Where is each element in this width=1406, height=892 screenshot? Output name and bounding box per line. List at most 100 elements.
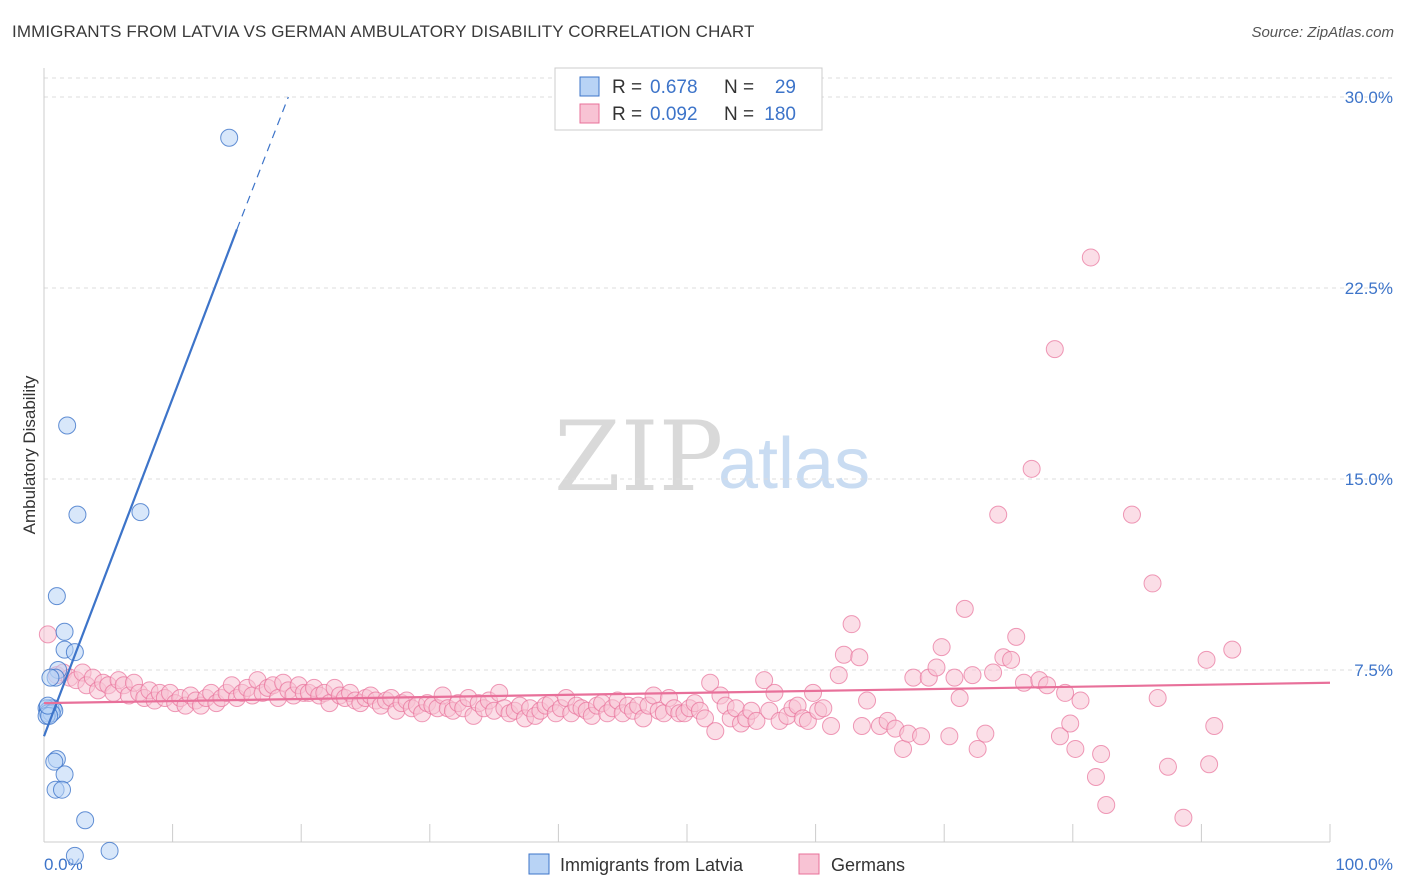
germans-point-155 <box>858 691 877 710</box>
germans-point-179 <box>1022 459 1041 478</box>
germans-point-176 <box>1002 650 1021 669</box>
bottom-legend-swatch-germans <box>798 853 820 875</box>
y-tick-label-0: 7.5% <box>1354 661 1393 680</box>
germans-point-183 <box>1050 727 1069 746</box>
germans-point-162 <box>912 727 931 746</box>
source-credit: Source: ZipAtlas.com <box>1251 24 1394 41</box>
grid-lines <box>44 77 1393 671</box>
legend-n-value-latvia: 29 <box>775 77 796 98</box>
germans-point-151 <box>834 645 853 664</box>
chart-title: IMMIGRANTS FROM LATVIA VS GERMAN AMBULAT… <box>12 22 755 41</box>
germans-point-192 <box>1122 505 1141 524</box>
germans-point-199 <box>1205 717 1224 736</box>
legend-r-value-latvia: 0.678 <box>650 77 698 98</box>
latvia-point-2 <box>68 505 87 524</box>
y-tick-label-1: 15.0% <box>1345 470 1393 489</box>
legend-r-label-germans: R = <box>612 104 642 125</box>
series-germans-points <box>38 248 1242 827</box>
latvia-point-22 <box>55 765 74 784</box>
germans-point-150 <box>829 666 848 685</box>
germans-point-194 <box>1148 689 1167 708</box>
germans-point-166 <box>940 727 959 746</box>
watermark: ZIP atlas <box>554 401 870 513</box>
germans-point-190 <box>1092 745 1111 764</box>
latvia-point-25 <box>76 811 95 830</box>
germans-point-148 <box>814 699 833 718</box>
germans-point-167 <box>945 668 964 687</box>
legend-r-value-germans: 0.092 <box>650 104 698 125</box>
germans-point-169 <box>955 599 974 618</box>
germans-point-126 <box>696 709 715 728</box>
germans-point-86 <box>490 683 509 702</box>
germans-point-181 <box>1038 676 1057 695</box>
latvia-point-10 <box>41 668 60 687</box>
germans-point-184 <box>1056 683 1075 702</box>
latvia-point-27 <box>100 841 119 860</box>
germans-point-191 <box>1097 795 1116 814</box>
germans-point-152 <box>842 615 861 634</box>
germans-point-159 <box>894 739 913 758</box>
germans-point-177 <box>1007 627 1026 646</box>
latvia-point-5 <box>55 622 74 641</box>
germans-point-172 <box>976 724 995 743</box>
germans-point-189 <box>1086 767 1105 786</box>
germans-point-170 <box>963 666 982 685</box>
germans-point-0 <box>38 625 57 644</box>
germans-point-174 <box>989 505 1008 524</box>
y-tick-labels: 7.5% 15.0% 22.5% 30.0% <box>1345 88 1393 680</box>
bottom-legend-label-latvia: Immigrants from Latvia <box>560 855 744 875</box>
latvia-point-21 <box>45 752 64 771</box>
germans-point-200 <box>1223 640 1242 659</box>
germans-point-161 <box>904 668 923 687</box>
germans-point-198 <box>1200 755 1219 774</box>
correlation-legend: R = 0.678 N = 29 R = 0.092 N = 180 <box>554 67 823 131</box>
latvia-point-24 <box>53 780 72 799</box>
series-latvia-points <box>37 128 239 865</box>
germans-point-187 <box>1071 691 1090 710</box>
x-tick-label-max: 100.0% <box>1335 855 1393 874</box>
germans-point-136 <box>747 711 766 730</box>
latvia-point-0 <box>220 128 239 147</box>
watermark-zip: ZIP <box>554 401 723 513</box>
germans-point-171 <box>968 739 987 758</box>
y-axis-label: Ambulatory Disability <box>20 375 39 534</box>
germans-point-173 <box>984 663 1003 682</box>
series-legend: Immigrants from Latvia Germans <box>528 853 905 875</box>
germans-point-182 <box>1045 340 1064 359</box>
germans-point-127 <box>701 673 720 692</box>
axes <box>43 68 1331 843</box>
germans-point-149 <box>822 717 841 736</box>
legend-r-label-latvia: R = <box>612 77 642 98</box>
germans-point-165 <box>932 638 951 657</box>
germans-point-168 <box>950 689 969 708</box>
y-tick-label-2: 22.5% <box>1345 279 1393 298</box>
bottom-legend-swatch-latvia <box>528 853 550 875</box>
y-tick-label-3: 30.0% <box>1345 88 1393 107</box>
bottom-legend-label-germans: Germans <box>831 855 905 875</box>
germans-point-154 <box>852 717 871 736</box>
germans-point-153 <box>850 648 869 667</box>
latvia-point-3 <box>131 503 150 522</box>
latvia-trendline <box>42 229 238 737</box>
germans-point-186 <box>1066 739 1085 758</box>
germans-point-164 <box>927 658 946 677</box>
germans-point-196 <box>1174 808 1193 827</box>
legend-n-value-germans: 180 <box>764 104 796 125</box>
germans-point-128 <box>706 722 725 741</box>
germans-point-193 <box>1143 574 1162 593</box>
watermark-atlas: atlas <box>718 424 870 504</box>
germans-point-188 <box>1081 248 1100 267</box>
germans-point-137 <box>755 671 774 690</box>
germans-trendline <box>43 681 1331 705</box>
germans-point-139 <box>765 683 784 702</box>
germans-point-185 <box>1061 714 1080 733</box>
legend-n-label-germans: N = <box>724 104 754 125</box>
germans-point-146 <box>804 683 823 702</box>
germans-point-195 <box>1158 757 1177 776</box>
latvia-point-1 <box>58 416 77 435</box>
latvia-point-26 <box>65 846 84 865</box>
germans-point-197 <box>1197 650 1216 669</box>
trendlines <box>42 96 1331 737</box>
legend-n-label-latvia: N = <box>724 77 754 98</box>
